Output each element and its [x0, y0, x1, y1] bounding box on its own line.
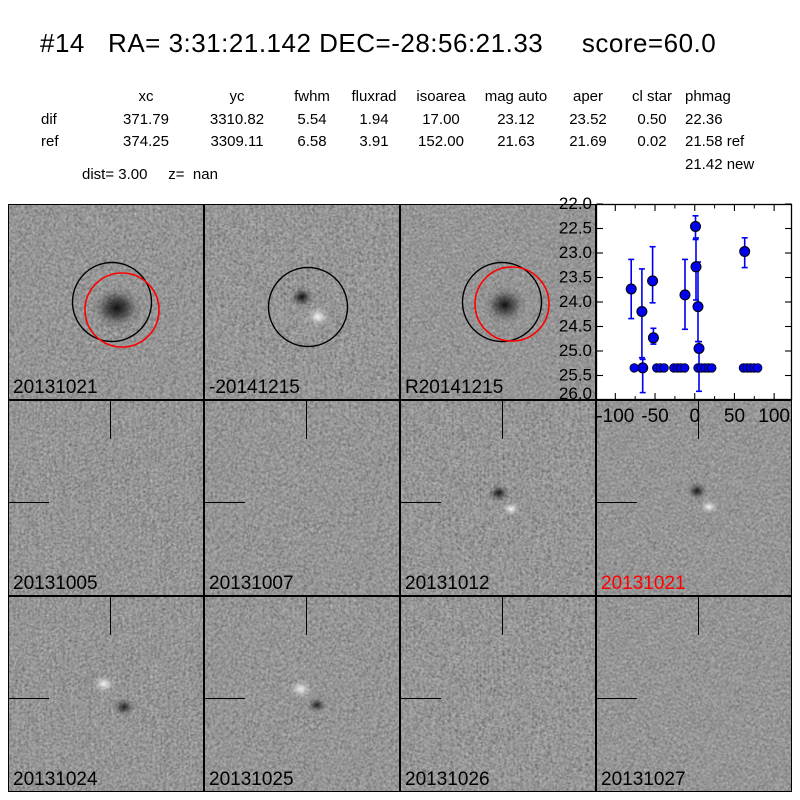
- svg-text:25.5: 25.5: [559, 366, 592, 385]
- svg-text:50: 50: [724, 406, 745, 427]
- svg-text:24.0: 24.0: [559, 292, 592, 311]
- svg-text:23.0: 23.0: [559, 243, 592, 262]
- svg-text:0: 0: [689, 406, 700, 427]
- svg-text:-50: -50: [641, 406, 668, 427]
- svg-text:25.0: 25.0: [559, 341, 592, 360]
- svg-text:22.5: 22.5: [559, 219, 592, 238]
- svg-text:23.5: 23.5: [559, 268, 592, 287]
- svg-text:24.5: 24.5: [559, 317, 592, 336]
- svg-text:26.0: 26.0: [559, 384, 592, 403]
- svg-text:22.0: 22.0: [559, 194, 592, 213]
- svg-text:100: 100: [758, 406, 790, 427]
- svg-text:-100: -100: [596, 406, 634, 427]
